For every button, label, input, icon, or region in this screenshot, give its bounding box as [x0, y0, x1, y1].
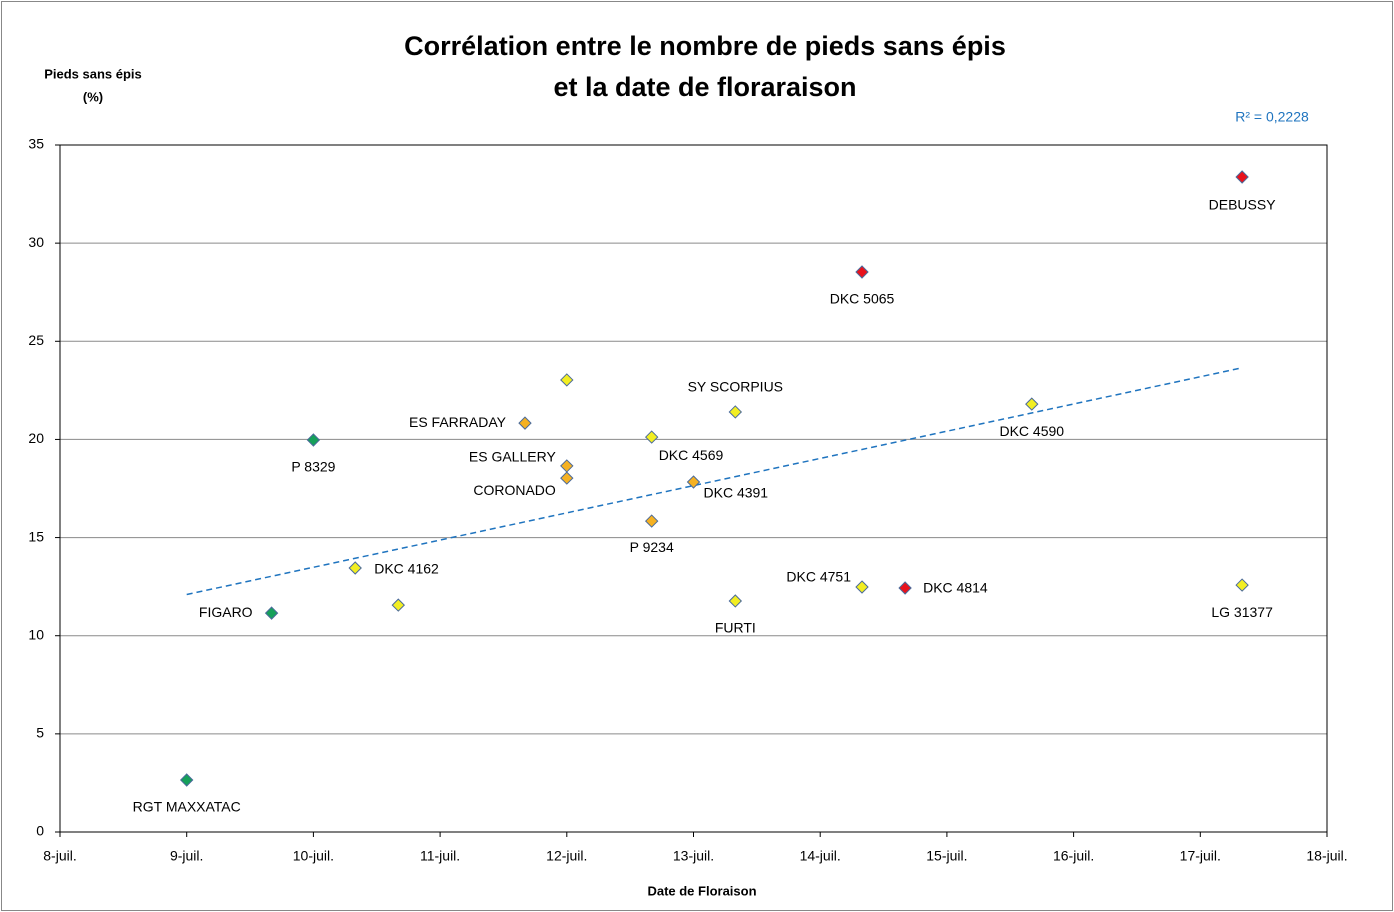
point-label: RGT MAXXATAC [133, 799, 241, 815]
point-label: DKC 4590 [999, 423, 1064, 439]
x-tick-label: 10-juil. [293, 848, 334, 864]
point [644, 430, 659, 444]
point-label: ES GALLERY [469, 449, 557, 465]
r-squared: R² = 0,2228 [1235, 109, 1309, 125]
x-tick-label: 9-juil. [170, 848, 203, 864]
point [855, 265, 869, 279]
x-tick-label: 8-juil. [43, 848, 76, 864]
y-tick-label: 20 [28, 430, 44, 446]
point [560, 471, 574, 485]
y-tick-label: 25 [28, 332, 44, 348]
point [1235, 578, 1249, 592]
point-label: CORONADO [473, 482, 556, 498]
point [1025, 397, 1039, 411]
point [855, 580, 869, 594]
point [264, 606, 279, 620]
point-label: LG 31377 [1211, 604, 1273, 620]
point [898, 581, 912, 595]
point-label: DEBUSSY [1209, 197, 1277, 213]
y-tick-label: 5 [36, 725, 44, 741]
chart-title: et la date de floraraison [553, 72, 856, 102]
x-tick-label: 13-juil. [673, 848, 714, 864]
y-tick-label: 0 [36, 823, 44, 839]
point [728, 405, 743, 419]
point [728, 594, 743, 608]
point-label: FURTI [715, 620, 756, 636]
point-label: FIGARO [199, 604, 253, 620]
point-label: DKC 4162 [374, 561, 439, 577]
point-label: P 9234 [630, 539, 674, 555]
x-tick-label: 11-juil. [420, 848, 460, 864]
point [644, 514, 659, 528]
point [686, 475, 701, 489]
point-label: ES FARRADAY [409, 414, 507, 430]
point-label: P 8329 [291, 459, 335, 475]
x-tick-label: 16-juil. [1053, 848, 1094, 864]
x-tick-label: 15-juil. [926, 848, 967, 864]
point [518, 416, 532, 430]
x-tick-label: 17-juil. [1180, 848, 1221, 864]
point-label: SY SCORPIUS [688, 379, 783, 395]
chart-title: Corrélation entre le nombre de pieds san… [404, 31, 1006, 61]
y-axis-title: Pieds sans épis [44, 66, 142, 81]
plot-area [59, 144, 1328, 833]
point [560, 373, 574, 387]
y-tick-label: 10 [28, 626, 44, 642]
point-label: DKC 4814 [923, 580, 988, 596]
point-label: DKC 4569 [659, 447, 724, 463]
point [179, 773, 194, 787]
point-label: DKC 4751 [786, 569, 851, 585]
x-axis-title: Date de Floraison [647, 883, 756, 898]
x-tick-label: 12-juil. [546, 848, 587, 864]
point [348, 561, 362, 575]
point [1235, 170, 1249, 184]
y-tick-label: 15 [28, 528, 44, 544]
point [306, 433, 321, 447]
y-tick-label: 30 [28, 234, 44, 250]
y-tick-label: 35 [28, 136, 44, 152]
x-tick-label: 14-juil. [800, 848, 841, 864]
x-tick-label: 18-juil. [1306, 848, 1347, 864]
point-label: DKC 5065 [830, 291, 895, 307]
point [391, 598, 405, 612]
y-axis-title: (%) [83, 89, 103, 104]
point-label: DKC 4391 [704, 485, 769, 501]
